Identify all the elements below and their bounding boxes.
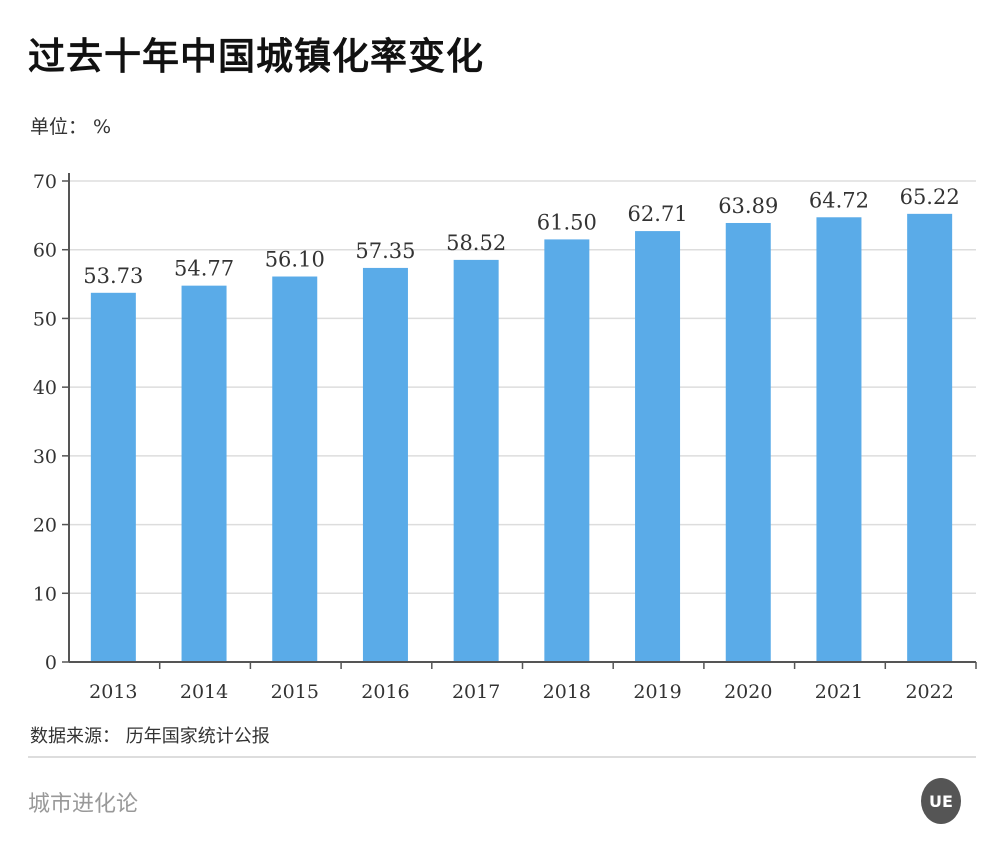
x-tick-label: 2014 <box>180 681 228 703</box>
bar-2013 <box>90 292 136 662</box>
y-tick-label: 40 <box>33 377 57 399</box>
bar-2018 <box>544 239 590 662</box>
data-label: 53.73 <box>83 264 143 288</box>
data-label: 58.52 <box>446 231 506 255</box>
x-tick-label: 2015 <box>271 681 319 703</box>
x-tick-label: 2019 <box>633 681 681 703</box>
brand-name: 城市进化论 <box>28 792 139 817</box>
divider <box>28 756 976 758</box>
bar-2019 <box>635 231 681 662</box>
y-tick-label: 30 <box>33 446 57 468</box>
data-label: 57.35 <box>355 239 415 263</box>
x-tick-label: 2018 <box>543 681 591 703</box>
bar-2020 <box>725 222 771 662</box>
bar-2016 <box>362 267 408 662</box>
x-tick-label: 2020 <box>724 681 772 703</box>
y-tick-label: 60 <box>33 240 57 262</box>
data-label: 62.71 <box>627 202 687 226</box>
logo-text: UE <box>929 791 953 811</box>
y-tick-label: 70 <box>33 171 57 193</box>
chart-title: 过去十年中国城镇化率变化 <box>28 35 484 78</box>
source-note: 数据来源： 历年国家统计公报 <box>30 726 270 747</box>
data-label: 61.50 <box>537 210 597 234</box>
x-tick-label: 2016 <box>361 681 409 703</box>
y-tick-label: 50 <box>33 308 57 330</box>
x-tick-label: 2017 <box>452 681 500 703</box>
y-tick-label: 10 <box>33 583 57 605</box>
bar-2021 <box>816 217 862 663</box>
bar-2017 <box>453 259 499 662</box>
y-tick-label: 20 <box>33 515 57 537</box>
brand-logo: UE <box>921 778 961 824</box>
x-tick-label: 2022 <box>905 681 953 703</box>
bar-2022 <box>907 213 953 662</box>
data-label: 54.77 <box>174 257 234 281</box>
bar-2014 <box>181 285 227 662</box>
data-label: 64.72 <box>809 188 869 212</box>
data-label: 65.22 <box>900 185 960 209</box>
bar-2015 <box>272 276 318 662</box>
data-label: 63.89 <box>718 194 778 218</box>
y-tick-label: 0 <box>45 652 57 674</box>
data-label: 56.10 <box>265 248 325 272</box>
x-tick-label: 2021 <box>815 681 863 703</box>
x-tick-label: 2013 <box>89 681 137 703</box>
unit-label: 单位： % <box>30 116 112 138</box>
bar-chart: 0 10 20 30 40 50 60 70 53.73 2013 54.77 2014 56.10 20… <box>33 171 977 703</box>
